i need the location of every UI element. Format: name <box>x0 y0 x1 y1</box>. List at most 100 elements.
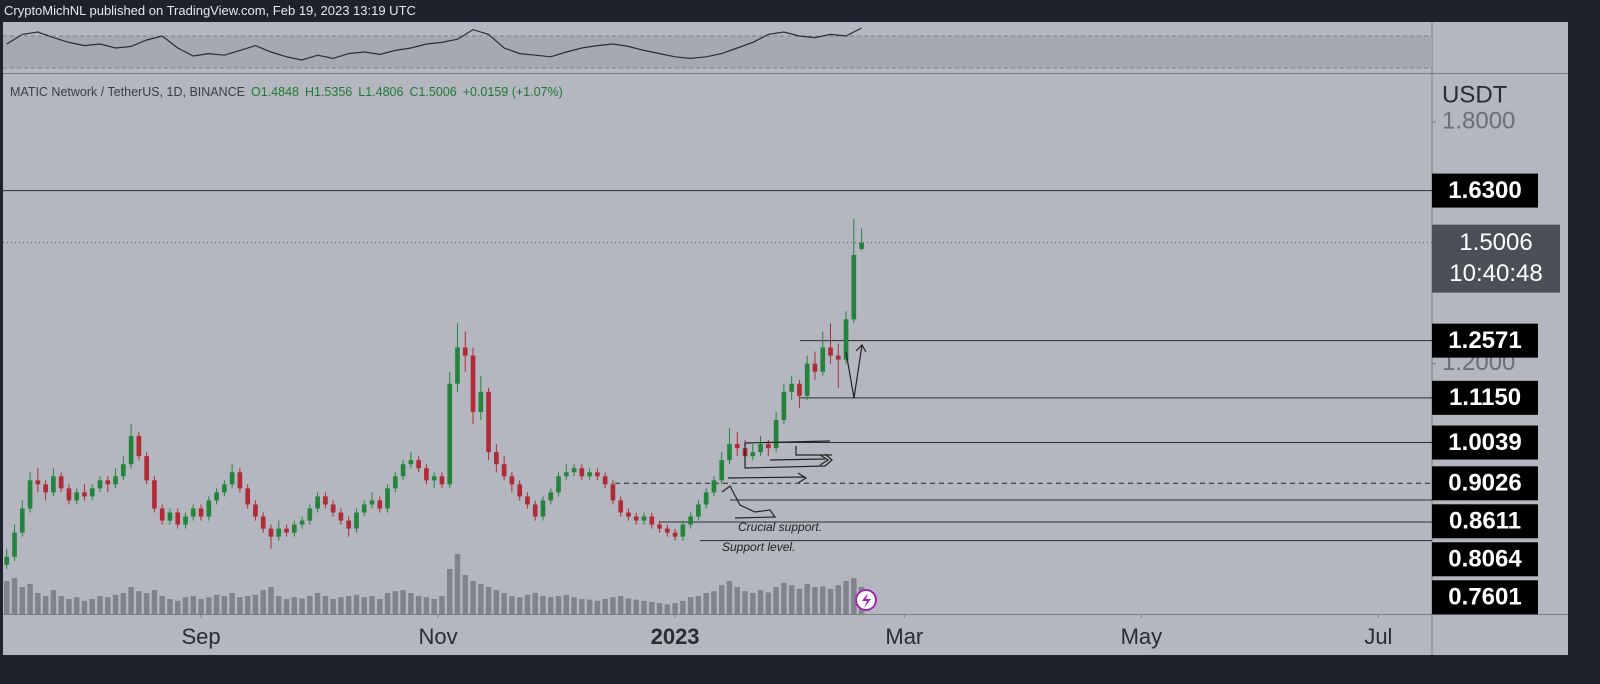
candle-body <box>657 524 662 529</box>
volume-bar <box>182 597 189 614</box>
publisher: CryptoMichNL published on TradingView.co… <box>4 3 416 18</box>
candle-body <box>346 520 352 529</box>
volume-bar <box>112 594 119 614</box>
volume-bar <box>128 587 134 614</box>
candle-body <box>626 512 631 517</box>
candle-body <box>323 496 328 505</box>
candle-body <box>354 512 359 529</box>
volume-bar <box>167 599 173 614</box>
drawing <box>769 454 830 466</box>
volume-bar <box>159 596 165 614</box>
level-label-box <box>1432 380 1538 415</box>
volume-bar <box>656 603 663 614</box>
candle-body <box>486 391 491 453</box>
candle-body <box>416 460 421 469</box>
candle-body <box>183 516 188 525</box>
volume-bar <box>820 586 826 614</box>
level-label-box <box>1432 504 1538 539</box>
plot: Sep Nov 2023 Mar May Jul1.20001.8000USDT1.630… <box>0 27 1560 649</box>
candle-body <box>245 488 250 505</box>
candle-body <box>361 504 367 513</box>
volume-bar <box>369 596 375 614</box>
volume-bar <box>501 593 507 614</box>
volume-bar <box>602 599 608 614</box>
candle-body <box>315 496 320 509</box>
volume-bar <box>516 597 523 614</box>
candle-body <box>66 488 72 501</box>
candle-body <box>664 528 670 533</box>
candle-body <box>51 476 56 493</box>
candle-body <box>688 516 693 525</box>
volume-bar <box>454 554 461 614</box>
x-tick-label: Nov <box>419 624 458 649</box>
volume-bar <box>781 582 787 614</box>
price-label: 1.5006 <box>1459 229 1532 256</box>
level-label: 0.7601 <box>1448 584 1521 611</box>
candle-body <box>27 480 33 509</box>
candle-body <box>804 363 810 396</box>
volume-bar <box>548 597 554 614</box>
volume-bar <box>260 590 266 614</box>
candle-body <box>97 480 103 489</box>
candle-body <box>369 500 375 505</box>
volume-bar <box>291 597 298 614</box>
volume-bar <box>703 593 709 614</box>
candle-body <box>649 516 655 525</box>
candle-body <box>400 464 406 477</box>
volume-bar <box>213 594 220 614</box>
candle-body <box>595 472 600 477</box>
volume-bar <box>105 597 111 614</box>
volume-bar <box>571 597 577 614</box>
currency: USDT <box>1442 81 1508 108</box>
candle-body <box>385 488 390 509</box>
annotation: Support level. <box>722 540 795 554</box>
volume-bar <box>563 594 570 614</box>
candle-body <box>571 468 577 473</box>
candle-body <box>696 504 701 517</box>
volume-bar <box>524 594 531 614</box>
volume-bar <box>361 597 367 614</box>
volume-bar <box>649 602 655 614</box>
candle-body <box>548 492 554 501</box>
volume-bar <box>711 591 717 614</box>
volume-bar <box>244 596 251 614</box>
candle-body <box>680 524 686 537</box>
candle-body <box>781 391 787 420</box>
x-tick-label: 2023 <box>651 624 700 649</box>
volume-bar <box>555 596 562 614</box>
candle-body <box>579 468 585 477</box>
candle-body <box>136 436 142 457</box>
volume-bar <box>485 587 492 614</box>
candle-body <box>587 472 592 477</box>
y-tick-label: 1.8000 <box>1442 108 1515 135</box>
level-label: 0.8064 <box>1448 546 1522 573</box>
event-icon-bolt <box>862 593 871 608</box>
x-tick-label: Mar <box>885 624 923 649</box>
candle-body <box>835 355 841 360</box>
volume-bar <box>439 596 445 614</box>
volume-bar <box>206 597 212 614</box>
volume-bar <box>633 599 639 614</box>
candle-body <box>113 476 118 485</box>
candle-body <box>556 476 561 493</box>
volume-bar <box>843 581 849 614</box>
level-label-box <box>1432 466 1538 501</box>
candle-body <box>828 347 833 356</box>
volume-bar <box>493 590 500 614</box>
candle-body <box>144 456 149 481</box>
candle-body <box>525 496 530 505</box>
price-label-box <box>1432 224 1560 293</box>
x-tick-label: May <box>1121 624 1163 649</box>
candle-body <box>641 516 647 521</box>
volume-bar <box>97 596 103 614</box>
volume-bar <box>81 600 88 614</box>
candle-body <box>330 504 336 513</box>
volume-bar <box>625 598 632 614</box>
volume-bar <box>423 597 430 614</box>
volume-bar <box>353 594 360 614</box>
volume-bar <box>641 600 647 614</box>
volume-bar <box>237 597 243 614</box>
volume-bar <box>377 599 383 614</box>
candle-body <box>859 242 864 250</box>
candle-body <box>494 452 499 465</box>
